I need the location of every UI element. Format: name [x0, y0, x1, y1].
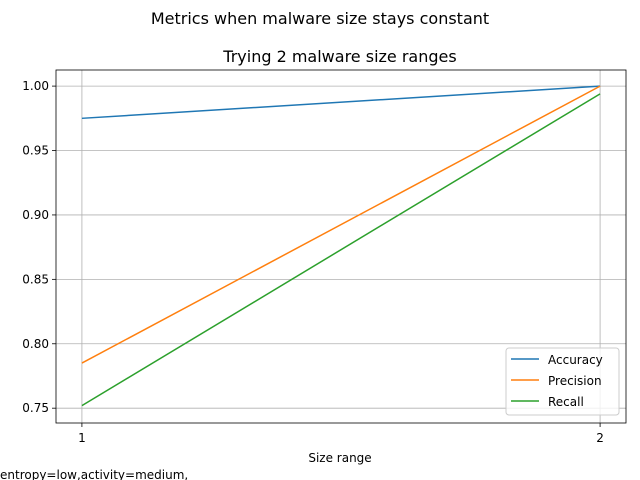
y-tick-label: 1.00 [22, 79, 49, 93]
legend-box [505, 347, 620, 416]
footnote: entropy=low,activity=medium, [0, 468, 188, 480]
y-tick-label: 0.95 [22, 144, 49, 158]
y-tick-label: 0.90 [22, 208, 49, 222]
legend-label: Precision [548, 374, 602, 388]
legend-label: Recall [548, 395, 584, 409]
series-lines [81, 85, 601, 407]
plot-frame [55, 69, 627, 424]
series-line-accuracy [81, 85, 601, 120]
y-tick-label: 0.80 [22, 337, 49, 351]
y-axis: 0.75 0.80 0.85 0.90 0.95 1.00 [22, 79, 56, 415]
chart-suptitle: Metrics when malware size stays constant [151, 9, 489, 28]
series-line-recall [81, 93, 601, 407]
x-axis-label: Size range [308, 451, 371, 465]
x-tick-label: 1 [78, 431, 86, 445]
legend-label: Accuracy [548, 353, 603, 367]
legend: Accuracy Precision Recall [505, 347, 620, 416]
series-line-precision [81, 85, 601, 364]
chart-title: Trying 2 malware size ranges [222, 47, 456, 66]
y-tick-label: 0.85 [22, 272, 49, 286]
y-tick-label: 0.75 [22, 401, 49, 415]
x-tick-label: 2 [596, 431, 604, 445]
grid [56, 70, 626, 423]
